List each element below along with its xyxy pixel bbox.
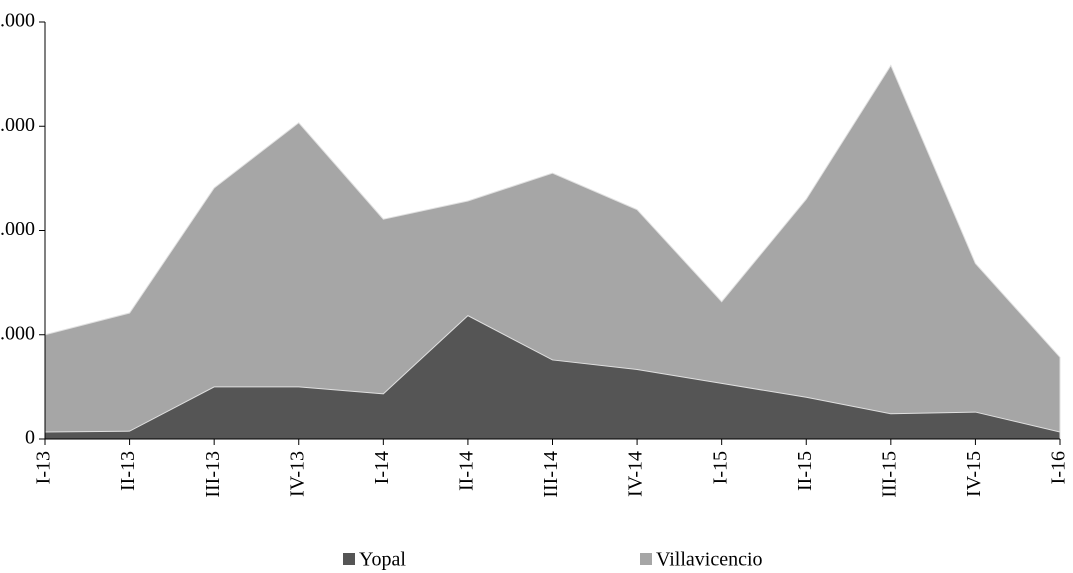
- x-tick-label: IV-13: [286, 451, 308, 497]
- x-tick-label: II-15: [794, 451, 816, 491]
- y-tick-label: 180.000: [0, 114, 35, 136]
- x-tick-label: I-15: [709, 451, 731, 484]
- x-tick-label: III-15: [878, 451, 900, 498]
- legend-label: Villavicencio: [656, 549, 763, 571]
- area: [44, 64, 1061, 440]
- legend-swatch: [640, 553, 652, 565]
- x-tick-label: IV-15: [963, 451, 985, 497]
- legend-swatch: [343, 553, 355, 565]
- area: [44, 315, 1061, 440]
- x-tick-label: II-14: [456, 451, 478, 491]
- x-tick-label: II-13: [117, 451, 139, 491]
- x-tick-label: IV-14: [625, 451, 647, 497]
- x-tick-label: I-14: [371, 451, 393, 484]
- x-tick-label: III-13: [202, 451, 224, 498]
- y-tick-label: 60.000: [0, 322, 35, 344]
- x-tick-label: I-16: [1048, 451, 1070, 484]
- y-tick-label: 240.000: [0, 10, 35, 32]
- x-tick-label: I-13: [33, 451, 55, 484]
- legend-label: Yopal: [359, 549, 406, 571]
- x-tick-label: III-14: [540, 451, 562, 498]
- y-tick-label: 120.000: [0, 218, 35, 240]
- y-tick-label: 0: [25, 427, 35, 449]
